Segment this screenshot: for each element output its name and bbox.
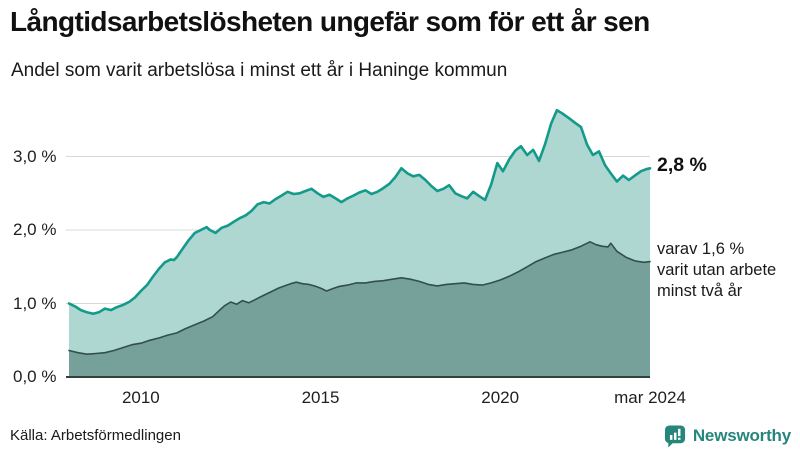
y-axis-tick-3: 3,0 % [13, 146, 57, 166]
x-axis-tick-2015: 2015 [301, 388, 340, 407]
y-axis-tick-0: 0,0 % [13, 367, 57, 386]
two-year-annotation-line3: minst två år [657, 282, 743, 300]
y-axis-tick-2: 2,0 % [13, 220, 57, 239]
chart-title: Långtidsarbetslösheten ungefär som för e… [10, 6, 650, 37]
x-axis-tick-2010: 2010 [121, 388, 160, 407]
latest-value-annotation: 2,8 % [657, 154, 707, 176]
newsworthy-wordmark: Newsworthy [692, 426, 791, 445]
x-axis-tick-mar2024: mar 2024 [614, 388, 686, 407]
newsworthy-icon [664, 425, 685, 448]
y-axis-tick-1: 1,0 % [13, 293, 57, 313]
two-year-annotation: varav 1,6 % varit utan arbete minst två … [657, 239, 776, 302]
chart-subtitle: Andel som varit arbetslösa i minst ett å… [11, 60, 508, 81]
two-year-annotation-line2: varit utan arbete [657, 261, 777, 279]
two-year-annotation-line1: varav 1,6 % [657, 240, 745, 258]
newsworthy-logo: Newsworthy [664, 424, 791, 448]
x-axis-tick-2020: 2020 [481, 388, 520, 407]
source-credit: Källa: Arbetsförmedlingen [10, 427, 181, 444]
